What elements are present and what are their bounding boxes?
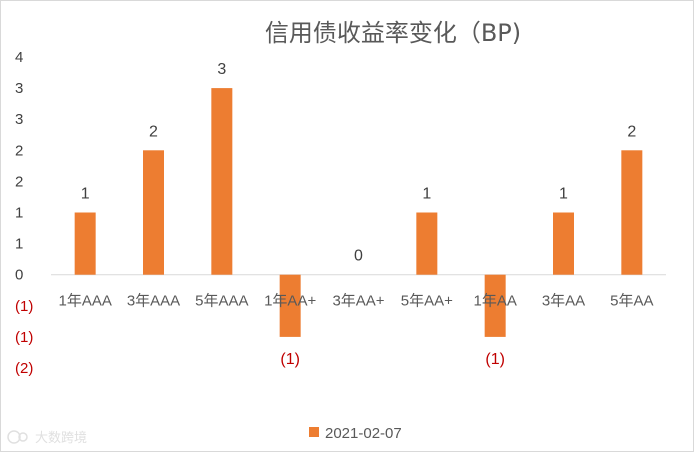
watermark-logo-icon — [7, 430, 28, 444]
y-tick-label: 0 — [15, 267, 23, 284]
bar[interactable] — [143, 150, 164, 275]
y-tick-label: 4 — [15, 49, 23, 66]
y-tick-label: (1) — [15, 329, 33, 346]
x-tick-label: 3年AA — [542, 293, 585, 310]
data-label: 1 — [422, 186, 431, 203]
legend-label: 2021-02-07 — [325, 425, 402, 442]
data-label: 2 — [149, 123, 158, 140]
data-label: 0 — [354, 248, 363, 265]
x-tick-label: 3年AA+ — [332, 293, 384, 310]
data-label: 3 — [217, 61, 226, 78]
x-tick-label: 5年AA — [610, 293, 653, 310]
x-tick-label: 5年AA+ — [401, 293, 453, 310]
bar[interactable] — [74, 212, 96, 275]
data-labels: 1 2 3 (1) 0 1 (1) 1 2 — [81, 61, 637, 368]
y-tick-label: 2 — [15, 173, 23, 190]
bar[interactable] — [553, 212, 574, 275]
data-label: (1) — [485, 351, 505, 368]
data-label: 1 — [559, 186, 568, 203]
legend[interactable]: 2021-02-07 — [309, 425, 402, 442]
legend-swatch — [309, 427, 319, 437]
bar[interactable] — [416, 212, 438, 275]
y-tick-label: 1 — [15, 236, 23, 253]
watermark-text: 大数跨境 — [35, 431, 87, 446]
data-label: 1 — [81, 186, 90, 203]
watermark: 大数跨境 — [7, 430, 87, 446]
x-tick-label: 1年AAA — [58, 293, 111, 310]
data-label: 2 — [627, 123, 636, 140]
y-tick-label: 3 — [15, 80, 23, 97]
y-tick-label: 2 — [15, 142, 23, 159]
x-tick-label: 5年AAA — [195, 293, 248, 310]
x-tick-label: 1年AA+ — [264, 293, 316, 310]
x-tick-label: 1年AA — [473, 293, 516, 310]
data-label: (1) — [280, 351, 300, 368]
chart-title: 信用债收益率变化（BP) — [265, 19, 521, 47]
bar-series — [74, 88, 643, 337]
x-tick-label: 3年AAA — [127, 293, 180, 310]
y-tick-label: (2) — [15, 360, 33, 377]
y-tick-label: (1) — [15, 298, 33, 315]
bar[interactable] — [484, 274, 506, 337]
x-axis-labels: 1年AAA 3年AAA 5年AAA 1年AA+ 3年AA+ 5年AA+ 1年AA 3年AA 5年… — [58, 293, 653, 310]
bar[interactable] — [621, 150, 643, 275]
bar[interactable] — [279, 274, 301, 337]
y-tick-label: 1 — [15, 205, 23, 222]
y-axis: 4 3 3 2 2 1 1 0 (1) (1) (2) — [15, 49, 33, 377]
y-tick-label: 3 — [15, 111, 23, 128]
bar[interactable] — [211, 88, 233, 275]
